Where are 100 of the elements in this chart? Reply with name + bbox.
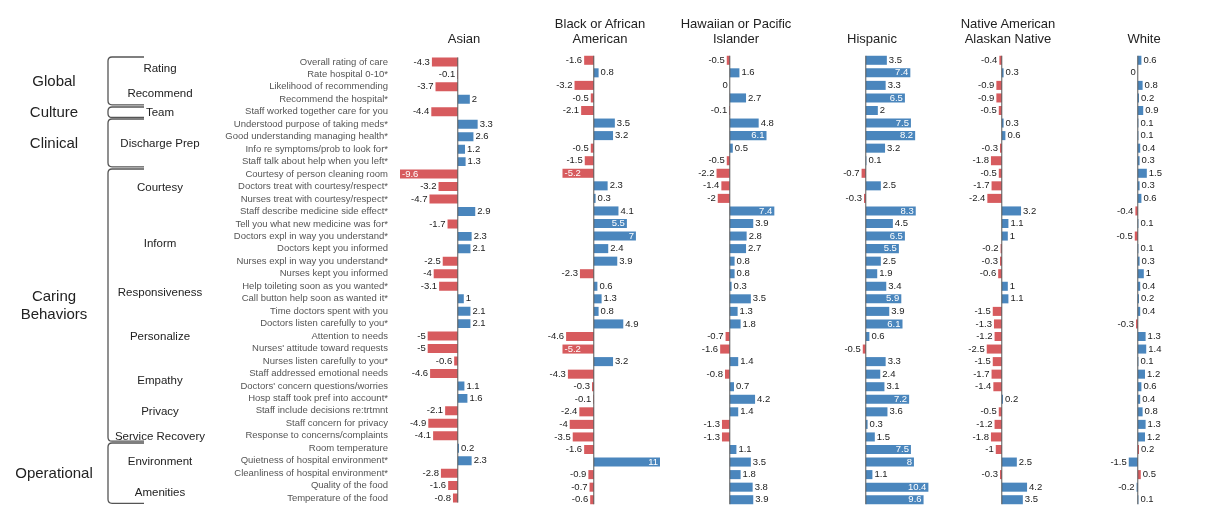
data-label: -1.3 <box>975 317 992 329</box>
y-tick-label: Nurses expl in way you understand* <box>236 254 389 266</box>
data-label: 4.1 <box>620 204 634 216</box>
data-label: -0.4 <box>981 53 998 65</box>
data-label: 2.3 <box>473 230 487 242</box>
data-label: 0.4 <box>1142 141 1156 153</box>
data-label: -0.6 <box>435 354 453 366</box>
text: Caring Behaviors <box>19 285 89 324</box>
y-tick-label: Understood purpose of taking meds* <box>233 117 389 129</box>
text: Inform <box>142 235 178 251</box>
data-label: 3.2 <box>1023 204 1037 216</box>
data-label: 1.3 <box>467 155 481 167</box>
data-label: -0.3 <box>845 192 862 204</box>
data-label: 0.1 <box>1140 493 1154 505</box>
data-label: 0.2 <box>1140 91 1155 103</box>
data-label: 2.5 <box>882 254 897 266</box>
data-label: 1.4 <box>1148 342 1162 354</box>
data-label: -0.6 <box>571 493 589 505</box>
data-label: 0.7 <box>736 380 750 392</box>
text: Discharge Prep <box>119 135 201 151</box>
chart-title: Native American Alaskan Native <box>959 15 1057 46</box>
data-label: 0.2 <box>1140 443 1155 455</box>
data-label: 3.6 <box>889 405 903 417</box>
data-label: 0.8 <box>736 254 750 266</box>
data-label: -0.6 <box>979 267 997 279</box>
data-label: -2.1 <box>562 104 580 116</box>
data-label: 0.3 <box>869 418 883 430</box>
data-label: 2.5 <box>882 179 897 191</box>
data-label: 0.2 <box>460 441 475 453</box>
data-label: 0.6 <box>1143 192 1157 204</box>
data-label: 2 <box>879 104 886 116</box>
data-label: -0.8 <box>706 367 723 379</box>
data-label: -2 <box>707 192 716 204</box>
data-label: 0.5 <box>1142 468 1157 480</box>
data-label: 1.3 <box>1147 330 1161 342</box>
data-label: -0.2 <box>982 242 999 254</box>
data-label: 1.6 <box>741 66 755 78</box>
data-label: -0.5 <box>708 154 725 166</box>
data-label: -3.2 <box>420 180 437 192</box>
data-label: -1.7 <box>973 179 990 191</box>
chart-title: Black or African American <box>553 15 647 46</box>
text: Environment <box>126 453 194 469</box>
data-label: 5.9 <box>886 292 900 304</box>
data-label: 1 <box>1145 267 1152 279</box>
data-label: -1.8 <box>972 154 989 166</box>
y-tick-label: Staff worked together care for you <box>245 105 388 117</box>
data-label: 0.9 <box>1145 104 1159 116</box>
data-label: 11 <box>648 455 658 467</box>
data-label: 7.5 <box>895 443 909 455</box>
text: Amenities <box>133 484 187 500</box>
data-label: -0.4 <box>1117 204 1134 216</box>
data-label: 3.9 <box>755 493 769 505</box>
data-label: -1.6 <box>701 342 719 354</box>
data-label: -3.7 <box>417 80 434 92</box>
data-label: 0.6 <box>1143 380 1157 392</box>
data-label: 2.1 <box>472 304 486 316</box>
data-label: -4.1 <box>414 429 432 441</box>
y-tick-label: Help toileting soon as you wanted* <box>242 279 389 291</box>
y-tick-label: Overall rating of care <box>299 55 388 67</box>
data-label: 2.8 <box>748 229 762 241</box>
data-label: 3.5 <box>752 455 767 467</box>
data-label: -1.5 <box>1110 455 1127 467</box>
data-label: 0.3 <box>733 279 747 291</box>
data-label: -0.7 <box>571 480 588 492</box>
data-label: -0.1 <box>574 392 592 404</box>
data-label: 0.5 <box>734 141 749 153</box>
y-tick-label: Call button help soon as wanted it* <box>241 292 389 304</box>
data-label: 1.2 <box>467 142 481 154</box>
y-tick-label: Nurses listen carefully to you* <box>262 354 389 366</box>
data-label: -0.3 <box>981 468 998 480</box>
chart-title: Hispanic <box>846 30 898 46</box>
data-label: 3.3 <box>887 79 901 91</box>
text: Global <box>31 70 77 91</box>
data-label: 3.2 <box>887 141 901 153</box>
data-label: 0.6 <box>599 279 613 291</box>
data-label: 0.2 <box>1140 292 1155 304</box>
data-label: -3.1 <box>420 279 438 291</box>
data-label: 0.3 <box>1005 66 1019 78</box>
data-label: -1.4 <box>974 380 992 392</box>
data-label: -4.7 <box>411 192 428 204</box>
data-label: -5 <box>417 342 426 354</box>
data-label: 4.8 <box>760 116 774 128</box>
y-tick-label: Good understanding managing health* <box>225 130 389 142</box>
data-label: 2.4 <box>882 367 896 379</box>
chart-title: Hawaiian or Pacific Islander <box>679 15 793 46</box>
y-tick-label: Quietness of hospital environment* <box>240 454 389 466</box>
data-label: -0.5 <box>572 141 589 153</box>
data-label: -1.5 <box>974 305 991 317</box>
data-label: -1.8 <box>972 430 989 442</box>
data-label: 1.1 <box>1010 292 1024 304</box>
data-label: -1.2 <box>976 330 993 342</box>
data-label: 2.3 <box>609 179 623 191</box>
data-label: 1.1 <box>874 468 888 480</box>
y-tick-label: Rate hospital 0-10* <box>307 68 389 80</box>
data-label: 3.9 <box>755 217 769 229</box>
y-tick-label: Hosp staff took pref into account* <box>248 392 389 404</box>
data-label: 0.6 <box>1007 129 1021 141</box>
data-label: -0.7 <box>707 330 724 342</box>
text: Responsiveness <box>116 285 204 301</box>
data-label: -4.4 <box>412 105 430 117</box>
